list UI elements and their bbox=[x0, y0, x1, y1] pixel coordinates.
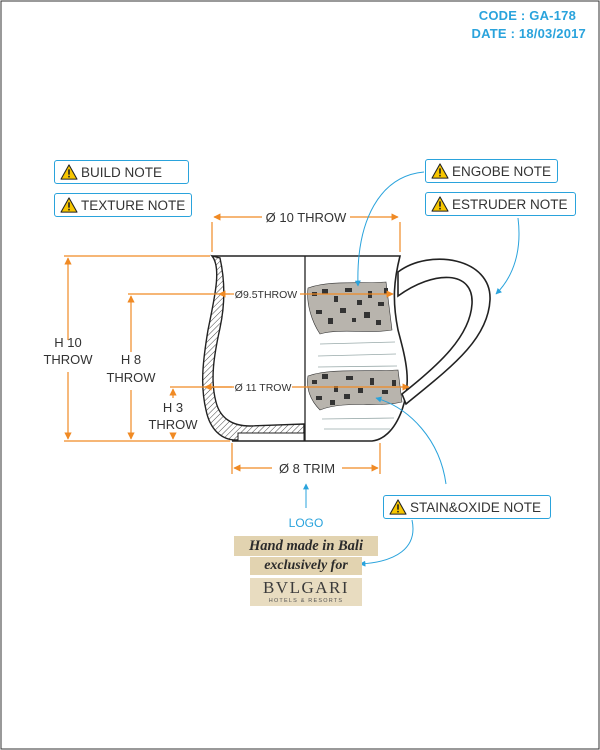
warning-icon bbox=[431, 163, 449, 179]
build-note-label: BUILD NOTE bbox=[81, 164, 163, 180]
stain-oxide-note[interactable]: STAIN&OXIDE NOTE bbox=[383, 495, 551, 519]
build-note[interactable]: BUILD NOTE bbox=[54, 160, 189, 184]
leader-lines bbox=[303, 171, 520, 567]
cup-outline bbox=[212, 255, 409, 442]
brand-plate bbox=[250, 578, 362, 606]
warning-icon bbox=[431, 196, 449, 212]
belly-diameter-label: Ø 11 TROW bbox=[235, 382, 292, 394]
stain-texture-band bbox=[307, 369, 403, 411]
dimension-lines bbox=[64, 213, 410, 474]
engobe-note-label: ENGOBE NOTE bbox=[452, 163, 552, 179]
top-diameter-label: Ø 10 THROW bbox=[266, 210, 347, 225]
texture-note-label: TEXTURE NOTE bbox=[81, 197, 186, 213]
logo-line-2-bg bbox=[250, 557, 362, 575]
texture-lines bbox=[317, 341, 398, 430]
logo-line-1-bg bbox=[234, 536, 378, 556]
wall-section bbox=[201, 254, 305, 441]
drawing-date: DATE : 18/03/2017 bbox=[471, 26, 586, 41]
warning-icon bbox=[60, 197, 78, 213]
logo-stamp: Hand made in Bali exclusively for BVLGAR… bbox=[234, 534, 378, 606]
foot-diameter-label: Ø 8 TRIM bbox=[279, 461, 335, 476]
engobe-texture-band bbox=[307, 281, 393, 335]
logo-line-2: exclusively for bbox=[264, 558, 348, 573]
h10-label-1: H 10 bbox=[54, 335, 81, 350]
logo-label: LOGO bbox=[289, 516, 324, 530]
h3-label-1: H 3 bbox=[163, 400, 183, 415]
cup-handle bbox=[397, 258, 491, 406]
logo-line-1: Hand made in Bali bbox=[248, 538, 363, 554]
stain-oxide-note-label: STAIN&OXIDE NOTE bbox=[410, 499, 542, 515]
h10-label-2: THROW bbox=[43, 352, 93, 367]
h8-label-2: THROW bbox=[106, 370, 156, 385]
h8-label-1: H 8 bbox=[121, 352, 141, 367]
brand-sub: HOTELS & RESORTS bbox=[268, 598, 344, 604]
texture-note[interactable]: TEXTURE NOTE bbox=[54, 193, 192, 217]
foot-section bbox=[237, 432, 305, 442]
mid-diameter-label: Ø9.5THROW bbox=[235, 289, 298, 301]
estruder-note-label: ESTRUDER NOTE bbox=[452, 196, 568, 212]
drawing-code: CODE : GA-178 bbox=[478, 8, 576, 23]
estruder-note[interactable]: ESTRUDER NOTE bbox=[425, 192, 576, 216]
warning-icon bbox=[60, 164, 78, 180]
brand-name: BVLGARI bbox=[262, 578, 350, 597]
engobe-note[interactable]: ENGOBE NOTE bbox=[425, 159, 558, 183]
warning-icon bbox=[389, 499, 407, 515]
h3-label-2: THROW bbox=[148, 417, 198, 432]
